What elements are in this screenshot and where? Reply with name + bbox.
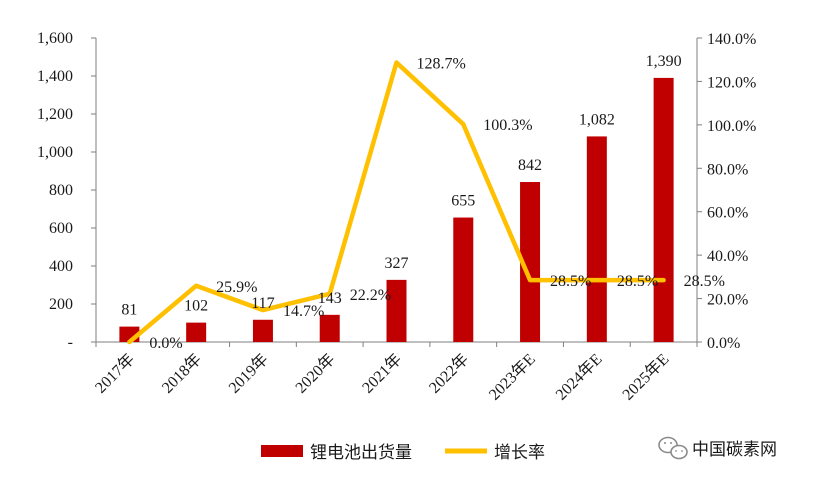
y-right-tick-label: 0.0% xyxy=(707,335,740,352)
bar-data-label: 102 xyxy=(184,298,208,315)
x-tick-label: 2019年 xyxy=(225,350,272,397)
legend-swatch-bar xyxy=(261,445,303,457)
bar-data-label: 81 xyxy=(121,302,137,319)
line-data-label: 14.7% xyxy=(283,303,324,320)
line-data-label: 28.5% xyxy=(684,273,725,290)
x-tick-label: 2023年E xyxy=(485,350,539,404)
y-left-tick-label: 200 xyxy=(49,296,73,313)
legend-label-bar: 锂电池出货量 xyxy=(310,443,412,462)
y-left-tick-label: 1,400 xyxy=(37,68,73,85)
bar xyxy=(386,279,407,342)
y-left-tick-label: - xyxy=(68,334,73,351)
bar-data-label: 117 xyxy=(251,295,274,312)
line-data-label: 0.0% xyxy=(149,335,182,352)
y-right-tick-label: 60.0% xyxy=(707,205,748,222)
x-tick-label: 2017年 xyxy=(92,350,139,397)
y-left-tick-label: 800 xyxy=(49,182,73,199)
x-tick-label: 2021年 xyxy=(359,350,406,397)
line-data-label: 128.7% xyxy=(417,56,466,73)
y-left-tick-label: 1,600 xyxy=(37,30,73,47)
x-tick-label: 2025年E xyxy=(619,350,673,404)
line-data-label: 25.9% xyxy=(216,279,257,296)
x-tick-label: 2022年 xyxy=(425,350,472,397)
bar-data-label: 1,082 xyxy=(579,111,615,128)
x-tick-label: 2024年E xyxy=(552,350,606,404)
line-series xyxy=(127,60,666,345)
bar xyxy=(319,314,340,342)
bar-data-label: 143 xyxy=(318,290,342,307)
y-right-tick-label: 140.0% xyxy=(707,31,756,48)
y-left-tick-label: 1,200 xyxy=(37,106,73,123)
wechat-icon xyxy=(658,436,688,460)
line-data-label: 100.3% xyxy=(483,117,532,134)
bar-data-label: 1,390 xyxy=(646,53,682,70)
bar xyxy=(653,77,674,343)
y-right-tick-label: 120.0% xyxy=(707,74,756,91)
bar-series xyxy=(119,77,674,343)
y-right-tick-label: 80.0% xyxy=(707,161,748,178)
y-left-tick-label: 400 xyxy=(49,258,73,275)
y-left-tick-label: 600 xyxy=(49,220,73,237)
line-data-label: 22.2% xyxy=(350,287,391,304)
y-right-tick-label: 40.0% xyxy=(707,248,748,265)
bar-data-label: 327 xyxy=(385,255,409,272)
bar xyxy=(186,322,207,342)
x-tick-label: 2020年 xyxy=(292,350,339,397)
y-right-tick-label: 20.0% xyxy=(707,292,748,309)
watermark-text: 中国碳素网 xyxy=(692,440,777,459)
bar-data-label: 655 xyxy=(451,193,475,210)
bar-data-label: 842 xyxy=(518,157,542,174)
y-right-tick-label: 100.0% xyxy=(707,118,756,135)
legend-label-line: 增长率 xyxy=(494,443,545,462)
watermark: 中国碳素网 xyxy=(658,436,777,460)
bar xyxy=(252,319,273,342)
bar xyxy=(453,217,474,342)
bar xyxy=(586,136,607,342)
chart-axes: - 200 400 600 800 1,000 1,200 1,400 1,600 0.0% 20.… xyxy=(37,30,756,404)
data-labels: 81 102 117 143 327 655 842 1,082 1,390 0.0% 25.9% 1… xyxy=(121,53,725,352)
bar xyxy=(520,182,541,342)
line-data-label: 28.5% xyxy=(617,273,658,290)
line-data-label: 28.5% xyxy=(550,273,591,290)
legend: 锂电池出货量 增长率 xyxy=(261,443,545,462)
y-left-tick-label: 1,000 xyxy=(37,144,73,161)
x-tick-label: 2018年 xyxy=(158,350,205,397)
